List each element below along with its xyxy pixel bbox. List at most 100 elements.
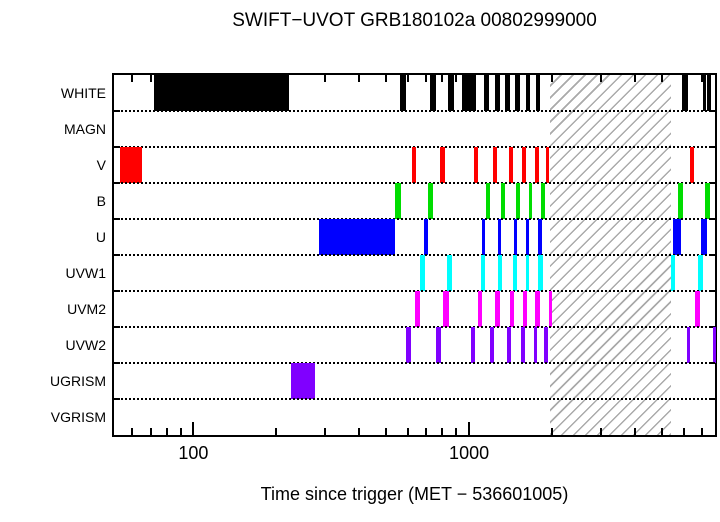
exposure-bar xyxy=(681,75,688,111)
exposure-bar xyxy=(415,291,421,327)
filter-row xyxy=(114,399,715,435)
exposure-bar xyxy=(119,147,142,183)
x-axis-tick xyxy=(165,75,168,82)
y-axis-label: MAGN xyxy=(64,121,106,137)
exposure-bar xyxy=(448,75,455,111)
y-axis-tick xyxy=(709,326,715,328)
y-axis-label: WHITE xyxy=(60,85,106,101)
x-axis-tick xyxy=(660,428,663,435)
exposure-bar xyxy=(538,255,543,291)
exposure-bar xyxy=(549,291,553,327)
x-axis-tick xyxy=(385,75,388,82)
filter-row xyxy=(114,147,715,183)
x-axis-tick xyxy=(358,428,361,435)
exposure-bar xyxy=(546,147,550,183)
exposure-bar xyxy=(677,183,684,219)
x-axis-tick xyxy=(179,75,182,82)
exposure-bar xyxy=(516,183,521,219)
x-axis-tick xyxy=(701,428,704,435)
x-axis-tick xyxy=(634,428,637,435)
row-divider xyxy=(114,398,715,400)
exposure-bar xyxy=(497,255,503,291)
x-axis-tick xyxy=(599,428,602,435)
exposure-bar xyxy=(489,327,495,363)
exposure-bar xyxy=(695,291,701,327)
exposure-bar xyxy=(428,183,433,219)
row-divider xyxy=(114,254,715,256)
exposure-bar xyxy=(406,327,411,363)
exposure-bar xyxy=(702,75,706,111)
exposure-bar xyxy=(701,219,708,255)
exposure-bar xyxy=(528,183,533,219)
exposure-bar xyxy=(507,327,511,363)
x-axis-tick xyxy=(192,422,195,435)
filter-row xyxy=(114,363,715,399)
exposure-bar xyxy=(443,291,449,327)
exposure-bar xyxy=(478,291,483,327)
exposure-bar xyxy=(492,147,497,183)
exposure-bar xyxy=(480,255,485,291)
x-axis-tick xyxy=(468,75,471,88)
plot-area xyxy=(112,73,717,437)
exposure-bar xyxy=(544,327,548,363)
y-axis-label: UGRISM xyxy=(50,373,106,389)
exposure-bar xyxy=(697,255,703,291)
x-axis-tick xyxy=(131,428,134,435)
x-axis-tick xyxy=(634,75,637,82)
exposure-bar xyxy=(446,255,452,291)
x-axis-tick xyxy=(441,75,444,82)
y-axis-tick xyxy=(114,326,120,328)
exposure-bar xyxy=(536,75,541,111)
x-axis-tick xyxy=(441,428,444,435)
x-tick-label: 1000 xyxy=(449,443,490,463)
exposure-bar xyxy=(526,75,531,111)
row-divider xyxy=(114,110,715,112)
y-axis-tick xyxy=(114,398,120,400)
filter-row xyxy=(114,291,715,327)
exposure-bar xyxy=(705,183,710,219)
x-axis-tick xyxy=(682,428,685,435)
y-axis-tick xyxy=(114,182,120,184)
exposure-bar xyxy=(484,75,489,111)
exposure-bar xyxy=(420,255,425,291)
filter-row xyxy=(114,327,716,363)
exposure-bar xyxy=(670,255,675,291)
y-axis-label: UVM2 xyxy=(67,301,106,317)
exposure-bar xyxy=(500,183,505,219)
x-axis-tick xyxy=(192,75,195,88)
exposure-bar xyxy=(673,219,681,255)
exposure-bar xyxy=(510,291,515,327)
y-axis-label: V xyxy=(96,157,106,173)
x-axis-label: Time since trigger (MET − 536601005) xyxy=(260,484,569,504)
exposure-bar xyxy=(485,183,490,219)
x-axis-tick xyxy=(323,428,326,435)
x-axis-tick xyxy=(425,75,428,82)
filter-row xyxy=(114,75,715,111)
exposure-bar xyxy=(689,147,695,183)
exposure-bar xyxy=(513,219,517,255)
x-axis-tick xyxy=(425,428,428,435)
x-axis-tick xyxy=(149,75,152,82)
x-axis-tick xyxy=(385,428,388,435)
exposure-bar xyxy=(497,219,502,255)
exposure-bar xyxy=(154,75,290,111)
y-axis-tick xyxy=(709,398,715,400)
y-axis-label: UVW2 xyxy=(65,337,106,353)
x-axis-tick xyxy=(323,75,326,82)
exposure-bar xyxy=(512,255,517,291)
x-axis-tick xyxy=(149,428,152,435)
y-axis-tick xyxy=(114,146,120,148)
y-axis-tick xyxy=(709,182,715,184)
filter-row xyxy=(114,219,715,255)
exposure-bar xyxy=(461,75,477,111)
exposure-bar xyxy=(439,147,445,183)
y-axis-tick xyxy=(114,254,120,256)
x-axis-tick xyxy=(599,75,602,82)
exposure-bar xyxy=(411,147,417,183)
y-axis-tick xyxy=(114,290,120,292)
exposure-bar xyxy=(495,291,500,327)
y-axis-tick xyxy=(114,218,120,220)
row-divider xyxy=(114,290,715,292)
filter-row xyxy=(114,183,715,219)
